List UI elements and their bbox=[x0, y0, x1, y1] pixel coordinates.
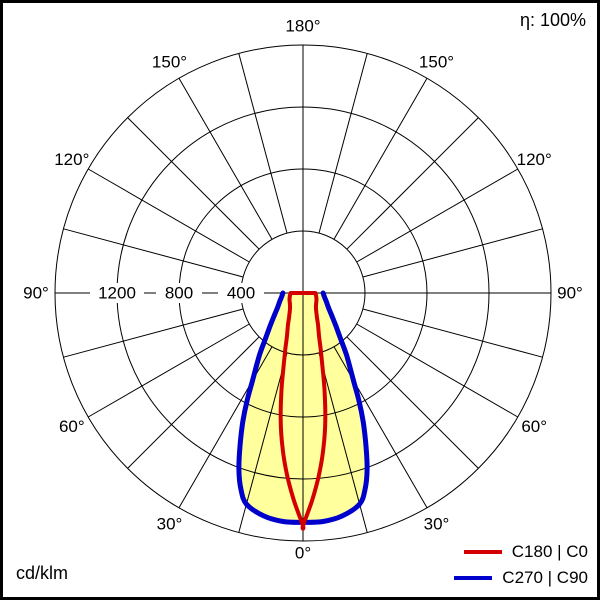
svg-text:120°: 120° bbox=[54, 150, 89, 169]
legend-label-c90: C270 | C90 bbox=[502, 568, 588, 587]
svg-text:800: 800 bbox=[165, 284, 193, 303]
legend-label-c0: C180 | C0 bbox=[511, 542, 588, 561]
svg-text:400: 400 bbox=[227, 284, 255, 303]
svg-text:150°: 150° bbox=[419, 52, 454, 71]
polar-chart: 400 800 1200 0° 30° 30° 60° 60° 90° 90° 120° 120° 15… bbox=[23, 17, 583, 563]
legend-swatch-c90 bbox=[454, 576, 493, 580]
svg-text:30°: 30° bbox=[424, 515, 450, 534]
legend-item-c0: C180 | C0 bbox=[454, 542, 588, 562]
legend: C180 | C0 C270 | C90 bbox=[454, 542, 588, 588]
svg-text:0°: 0° bbox=[295, 544, 311, 563]
radial-labels: 400 800 1200 bbox=[90, 283, 264, 303]
svg-text:90°: 90° bbox=[23, 284, 49, 303]
legend-item-c90: C270 | C90 bbox=[454, 568, 588, 588]
polar-grid bbox=[54, 44, 552, 542]
svg-text:60°: 60° bbox=[59, 417, 85, 436]
efficiency-label: η: 100% bbox=[519, 10, 586, 30]
svg-text:30°: 30° bbox=[157, 515, 183, 534]
svg-text:60°: 60° bbox=[521, 417, 547, 436]
unit-label: cd/klm bbox=[16, 563, 69, 583]
legend-swatch-c0 bbox=[463, 550, 502, 554]
svg-text:150°: 150° bbox=[152, 52, 187, 71]
svg-text:180°: 180° bbox=[285, 17, 320, 36]
angle-labels: 0° 30° 30° 60° 60° 90° 90° 120° 120° 150° 150° 180° bbox=[23, 17, 583, 563]
svg-text:120°: 120° bbox=[517, 150, 552, 169]
c0-curve bbox=[278, 291, 328, 531]
svg-text:90°: 90° bbox=[557, 284, 583, 303]
svg-text:1200: 1200 bbox=[98, 284, 136, 303]
